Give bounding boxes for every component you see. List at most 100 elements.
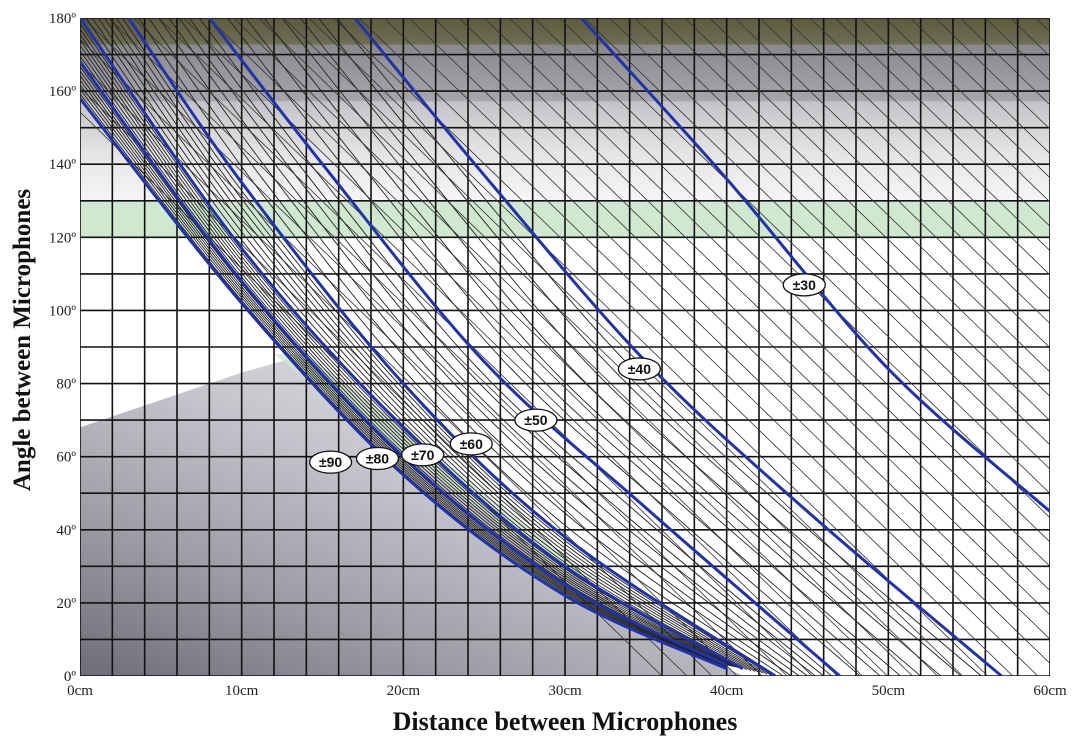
thin-curve	[158, 18, 800, 676]
diagonal-line	[909, 18, 1050, 155]
diagonal-line	[133, 18, 813, 676]
diagonal-line	[308, 18, 989, 676]
diagonal-line	[458, 18, 1050, 592]
diagonal-line	[208, 18, 888, 676]
y-tick-label: 120º	[49, 230, 77, 246]
thin-curve	[80, 39, 735, 668]
diagonal-line	[559, 18, 1050, 495]
diagonal-line	[483, 18, 1050, 567]
diagonal-line	[333, 18, 1014, 676]
thin-curve	[299, 18, 942, 676]
diagonal-line	[258, 18, 938, 676]
thin-curve	[138, 18, 784, 676]
diagonal-line	[508, 18, 1050, 543]
thin-curve	[97, 18, 756, 672]
diagonal-line	[408, 18, 1050, 640]
thin-curve	[80, 50, 731, 667]
diagonal-line	[884, 18, 1050, 179]
diagonal-line	[734, 18, 1050, 325]
thin-curve	[91, 18, 752, 671]
series-line-80	[80, 60, 728, 667]
svg-text:±60: ±60	[460, 436, 483, 452]
curve-label-60: ±60	[449, 432, 493, 456]
thin-curve	[80, 34, 737, 668]
y-tick-label: 20º	[56, 596, 76, 612]
diagonal-line	[634, 18, 1050, 422]
y-tick-label: 80º	[56, 377, 76, 393]
diagonal-line	[859, 18, 1050, 203]
diagonal-line	[759, 18, 1050, 300]
svg-text:±90: ±90	[319, 454, 342, 470]
x-tick-label: 30cm	[548, 683, 582, 699]
svg-text:±70: ±70	[411, 447, 434, 463]
diagonal-line	[584, 18, 1050, 470]
thin-curve	[188, 18, 824, 676]
svg-text:±30: ±30	[793, 277, 816, 293]
x-tick-label: 20cm	[387, 683, 421, 699]
x-tick-label: 10cm	[225, 683, 259, 699]
thin-curve	[281, 18, 921, 676]
thin-curve	[198, 18, 833, 676]
thin-curve	[80, 56, 729, 666]
diagonal-line	[659, 18, 1050, 397]
diagonal-line	[809, 18, 1050, 252]
diagonal-line	[534, 18, 1050, 519]
diagonal-guide-lines	[80, 18, 1080, 676]
diagonal-line	[358, 18, 1039, 676]
svg-text:±40: ±40	[628, 361, 651, 377]
diagonal-line	[433, 18, 1050, 616]
curve-label-40: ±40	[617, 357, 662, 381]
x-axis-title: Distance between Microphones	[393, 707, 738, 736]
thin-curve	[148, 18, 792, 676]
x-tick-label: 50cm	[872, 683, 906, 699]
y-tick-label: 60º	[56, 450, 76, 466]
x-tick-label: 60cm	[1033, 683, 1067, 699]
y-tick-label: 180º	[49, 11, 77, 27]
curve-label-70: ±70	[401, 443, 445, 467]
y-axis-title: Angle between Microphones	[9, 189, 36, 492]
curve-label-50: ±50	[514, 408, 558, 432]
curves	[80, 18, 1050, 676]
diagonal-line	[1061, 18, 1080, 676]
thin-curve	[263, 18, 901, 676]
x-tick-label: 0cm	[67, 683, 93, 699]
diagonal-line	[283, 18, 963, 676]
diagonal-line	[233, 18, 913, 676]
diagonal-line	[709, 18, 1050, 349]
diagonal-line	[80, 38, 738, 676]
y-tick-label: 40º	[56, 523, 76, 539]
diagonal-line	[934, 18, 1050, 130]
thin-curve	[103, 18, 760, 673]
thin-curve	[80, 28, 740, 669]
diagonal-line	[183, 18, 863, 676]
y-tick-label: 160º	[49, 84, 77, 100]
y-tick-label: 0º	[64, 669, 77, 685]
diagonal-line	[834, 18, 1050, 227]
thin-curve	[116, 18, 768, 675]
y-tick-label: 100º	[49, 303, 77, 319]
svg-text:±50: ±50	[524, 412, 547, 428]
diagonal-line	[609, 18, 1050, 446]
thin-curve	[80, 45, 733, 667]
diagonal-line	[784, 18, 1050, 276]
series-line-70	[80, 18, 744, 670]
thin-curve	[168, 18, 808, 676]
series-line-50	[208, 18, 841, 676]
thin-curve	[227, 18, 861, 676]
thin-curve	[109, 18, 764, 674]
curve-label-80: ±80	[355, 446, 400, 471]
curve-label-90: ±90	[308, 450, 353, 474]
x-tick-label: 40cm	[710, 683, 744, 699]
thin-curve	[245, 18, 881, 676]
x-axis-ticks: 0cm 10cm 20cm 30cm 40cm 50cm 60cm	[67, 683, 1067, 699]
y-tick-label: 140º	[49, 157, 77, 173]
series-line-60	[127, 18, 776, 676]
thin-curve	[85, 18, 748, 670]
y-axis-ticks: 0º 20º 40º 60º 80º 100º 120º 140º 160º 180º	[49, 11, 77, 685]
thin-curve	[122, 18, 772, 676]
thin-curve	[318, 18, 962, 676]
thin-curve	[178, 18, 816, 676]
svg-text:±80: ±80	[366, 450, 389, 466]
diagonal-line	[383, 18, 1050, 665]
